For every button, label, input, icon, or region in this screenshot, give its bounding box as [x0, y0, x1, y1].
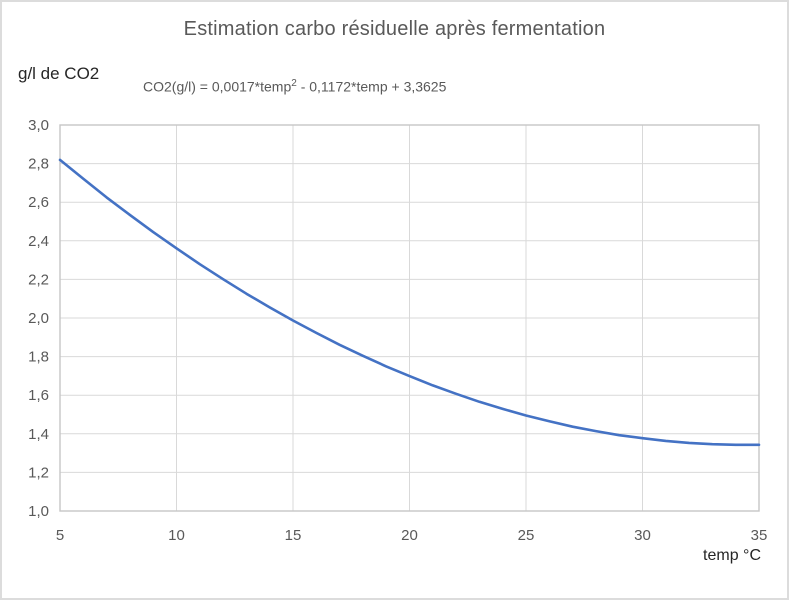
formula-superscript: 2: [291, 78, 297, 89]
y-tick-label: 2,8: [28, 156, 49, 173]
x-tick-label: 10: [168, 527, 185, 544]
x-axis-title: temp °C: [703, 547, 761, 564]
chart-title: Estimation carbo résiduelle après fermen…: [183, 18, 606, 40]
y-tick-label: 2,2: [28, 271, 49, 288]
y-tick-label: 1,4: [28, 426, 49, 443]
x-tick-label: 25: [518, 527, 535, 544]
plot-border: [59, 124, 760, 512]
y-tick-label: 1,8: [28, 349, 49, 366]
x-tick-label: 30: [634, 527, 651, 544]
x-tick-label: 20: [401, 527, 418, 544]
formula-label: CO2(g/l) = 0,0017*temp2 - 0,1172*temp + …: [143, 78, 446, 95]
x-tick-label: 35: [751, 527, 768, 544]
y-tick-label: 3,0: [28, 117, 49, 134]
x-tick-label: 5: [56, 527, 64, 544]
formula-suffix: - 0,1172*temp + 3,3625: [296, 78, 447, 95]
formula-prefix: CO2(g/l) = 0,0017*temp: [143, 78, 292, 95]
x-tick-label: 15: [285, 527, 302, 544]
y-tick-label: 1,0: [28, 503, 49, 520]
y-tick-label: 1,2: [28, 464, 49, 481]
y-tick-label: 2,0: [28, 310, 49, 327]
y-axis-title: g/l de CO2: [18, 64, 100, 83]
y-tick-label: 2,6: [28, 194, 49, 211]
y-tick-label: 2,4: [28, 233, 49, 250]
y-tick-label: 1,6: [28, 387, 49, 404]
co2-curve: [58, 158, 761, 447]
